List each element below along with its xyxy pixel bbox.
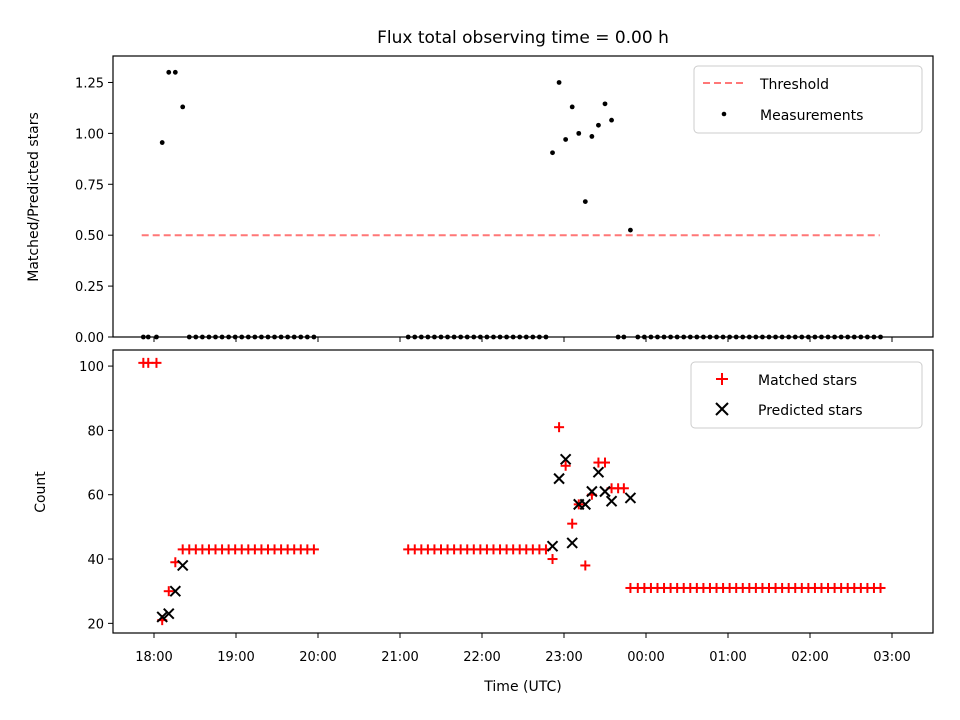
top-legend: Threshold Measurements	[693, 65, 923, 134]
predicted-star-point	[624, 492, 637, 504]
x-tick-label: 22:00	[463, 650, 500, 665]
legend-measurements-label: Measurements	[760, 108, 863, 124]
bottom-legend: Matched stars Predicted stars	[690, 361, 923, 429]
top-y-tick-label: 0.75	[75, 178, 104, 193]
matched-star-point	[618, 483, 629, 494]
legend-measurements-swatch	[721, 111, 727, 117]
legend-predicted-label: Predicted stars	[758, 403, 863, 419]
measurement-point	[172, 69, 178, 75]
x-tick-label: 03:00	[873, 650, 910, 665]
matched-star-point	[151, 357, 162, 368]
x-tick-label: 18:00	[135, 650, 172, 665]
chart-title: Flux total observing time = 0.00 h	[377, 28, 669, 48]
matched-star-point	[875, 582, 886, 593]
measurement-point	[569, 104, 575, 110]
measurement-point	[596, 122, 601, 128]
top-y-tick-label: 0.25	[75, 280, 104, 295]
bottom-y-axis-label: Count	[33, 471, 49, 513]
top-y-tick-label: 1.25	[75, 76, 104, 91]
x-tick-label: 23:00	[545, 650, 582, 665]
x-tick-label: 21:00	[381, 650, 418, 665]
bottom-y-tick-label: 40	[87, 553, 104, 568]
predicted-star-point	[605, 495, 618, 507]
predicted-star-point	[579, 498, 592, 511]
x-tick-label: 02:00	[791, 650, 828, 665]
predicted-star-point	[586, 485, 598, 498]
measurement-point	[609, 117, 614, 123]
predicted-star-point	[176, 559, 189, 572]
bottom-y-tick-label: 80	[87, 424, 104, 439]
bottom-axes-frame	[112, 349, 934, 634]
measurement-point	[582, 199, 588, 204]
top-y-axis-label: Matched/Predicted stars	[26, 112, 42, 282]
matched-star-point	[554, 422, 565, 433]
measurement-point	[556, 80, 562, 85]
matched-star-point	[560, 460, 571, 471]
bottom-y-tick-label: 60	[87, 489, 104, 504]
predicted-star-point	[156, 611, 168, 623]
top-axes-frame	[112, 55, 934, 338]
x-axis-label: Time (UTC)	[483, 679, 561, 695]
matched-star-point	[600, 457, 610, 468]
predicted-star-point	[566, 537, 578, 549]
x-tick-label: 01:00	[709, 650, 746, 665]
measurement-point	[602, 101, 608, 107]
measurement-point	[576, 130, 582, 136]
legend-matched-swatch	[716, 373, 728, 385]
bottom-y-tick-label: 20	[87, 617, 104, 632]
predicted-star-point	[553, 472, 565, 485]
predicted-star-point	[559, 453, 572, 466]
predicted-star-point	[163, 607, 175, 620]
matched-star-point	[308, 544, 319, 555]
predicted-star-point	[592, 466, 605, 478]
top-y-tick-label: 0.50	[75, 229, 104, 244]
measurement-point	[166, 69, 172, 75]
measurement-point	[628, 227, 633, 233]
x-tick-label: 19:00	[217, 650, 254, 665]
x-tick-label: 20:00	[299, 650, 336, 665]
predicted-star-point	[169, 585, 182, 597]
measurement-point	[589, 134, 595, 139]
top-y-tick-label: 1.00	[75, 127, 104, 142]
legend-matched-label: Matched stars	[758, 373, 857, 389]
legend-predicted-swatch	[715, 402, 729, 416]
measurement-point	[563, 137, 569, 142]
legend-threshold-label: Threshold	[759, 77, 829, 93]
measurement-point	[180, 104, 186, 110]
x-tick-label: 00:00	[627, 650, 664, 665]
measurement-point	[550, 150, 555, 156]
bottom-y-tick-label: 100	[79, 360, 104, 375]
predicted-star-point	[546, 540, 559, 552]
matched-star-point	[567, 518, 578, 529]
matched-star-point	[163, 586, 174, 597]
matched-star-point	[580, 560, 591, 571]
measurement-point	[159, 140, 165, 145]
predicted-star-point	[599, 485, 611, 498]
top-y-tick-label: 0.00	[75, 331, 104, 346]
matched-star-point	[547, 554, 558, 565]
